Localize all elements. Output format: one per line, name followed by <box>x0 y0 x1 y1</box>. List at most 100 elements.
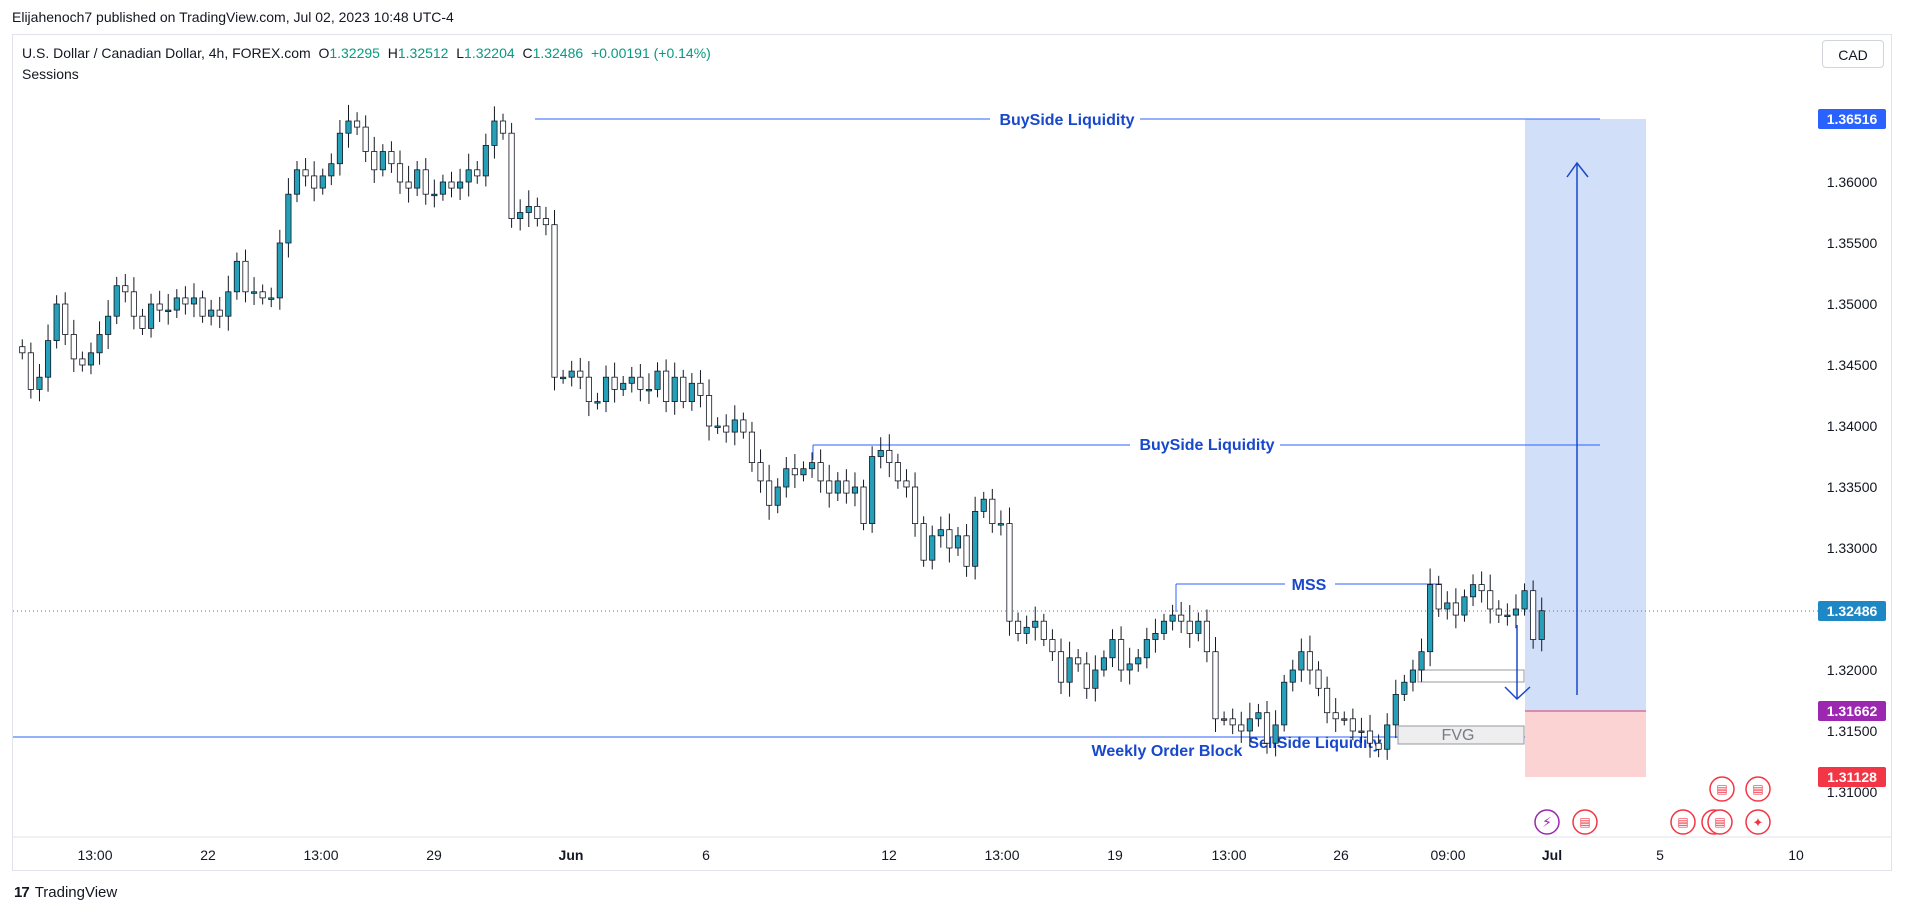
tradingview-logo-icon[interactable]: 17 <box>14 884 30 901</box>
candle <box>748 431 756 464</box>
candle <box>1178 614 1185 622</box>
us-flag-glyph: ▤ <box>1677 815 1688 829</box>
candle <box>87 352 95 366</box>
candle <box>199 297 206 317</box>
candle <box>1512 608 1520 616</box>
candle <box>165 309 172 313</box>
candle <box>1263 712 1271 744</box>
candle <box>345 120 352 134</box>
us-flag-event-icon[interactable] <box>1709 776 1735 802</box>
candle <box>1160 620 1168 634</box>
candle-series <box>19 104 1545 760</box>
buyside-top-label: BuySide Liquidity <box>999 112 1134 129</box>
candle <box>44 340 52 378</box>
currency-button[interactable]: CAD <box>1822 40 1884 68</box>
candle <box>774 486 781 506</box>
candle <box>963 535 970 567</box>
candle <box>1452 602 1459 616</box>
candle <box>1212 651 1219 720</box>
candle <box>448 181 455 189</box>
candle <box>285 193 292 244</box>
price-axis-label: 1.31000 <box>1827 784 1878 800</box>
candle <box>396 163 404 183</box>
candle <box>1521 590 1528 610</box>
price-axis[interactable]: 1.36000 1.35500 1.35000 1.34500 1.34000 1.335… <box>1827 174 1878 800</box>
candle <box>139 315 146 329</box>
candle <box>1349 718 1356 732</box>
candle <box>1246 718 1253 732</box>
time-axis[interactable]: 13:00 22 13:00 29 Jun 6 12 13:00 19 13:00 26 09:00 J… <box>77 847 1804 863</box>
fvg-label: FVG <box>1442 727 1475 744</box>
candle <box>354 120 361 128</box>
candle <box>1015 620 1022 634</box>
candle <box>611 376 618 390</box>
low-value: 1.32204 <box>464 45 515 61</box>
entry-price-tag <box>1818 701 1886 721</box>
candle <box>405 181 412 189</box>
stop-price-tag <box>1818 767 1886 787</box>
candle <box>860 486 867 524</box>
candle <box>1289 669 1296 683</box>
candle <box>1341 718 1348 721</box>
mss-label-bg <box>1285 573 1335 595</box>
candle <box>1066 657 1073 683</box>
symbol-legend: U.S. Dollar / Canadian Dollar, 4h, FOREX… <box>22 45 711 61</box>
candle <box>130 291 137 317</box>
footer-brand[interactable]: TradingView <box>34 884 118 901</box>
candle <box>1049 639 1056 653</box>
chart-frame[interactable] <box>12 34 1892 871</box>
candle <box>1221 718 1228 721</box>
candle <box>843 480 850 494</box>
lightning-event-icon[interactable] <box>1534 809 1560 835</box>
candle <box>482 144 489 177</box>
candle <box>208 309 215 317</box>
candle <box>1272 724 1279 744</box>
us-flag-event-icon[interactable] <box>1745 776 1771 802</box>
candle <box>431 193 438 197</box>
us-flag-event-icon[interactable] <box>1707 809 1733 835</box>
ca-flag-glyph: ✦ <box>1753 816 1764 831</box>
candle <box>293 169 301 195</box>
candle <box>834 480 841 494</box>
candle <box>147 303 155 329</box>
candle <box>937 529 944 537</box>
mss-label: MSS <box>1292 577 1327 594</box>
us-flag-event-icon[interactable] <box>1670 809 1696 835</box>
close-label: C <box>522 45 533 61</box>
candle <box>654 370 661 390</box>
candle <box>1032 620 1039 628</box>
candle <box>1435 584 1442 610</box>
candle <box>465 169 472 183</box>
candle <box>997 523 1004 526</box>
candle <box>1332 712 1339 720</box>
price-axis-label: 1.33500 <box>1827 479 1878 495</box>
candle <box>826 480 833 494</box>
candle <box>851 486 859 494</box>
publisher-line: Elijahenoch7 published on TradingView.co… <box>12 9 454 25</box>
price-axis-label: 1.34500 <box>1827 357 1878 373</box>
time-axis-label: 26 <box>1333 847 1349 863</box>
buyside-mid-label: BuySide Liquidity <box>1139 437 1274 454</box>
candle <box>474 169 481 177</box>
candle <box>989 498 996 525</box>
open-value: 1.32295 <box>329 45 380 61</box>
time-axis-label: Jul <box>1542 847 1562 863</box>
time-axis-label: 19 <box>1107 847 1123 863</box>
candle <box>19 346 26 354</box>
low-label: L <box>456 45 465 61</box>
us-flag-event-icon[interactable] <box>1572 809 1598 835</box>
time-axis-label: 10 <box>1788 847 1804 863</box>
candle <box>1530 590 1537 640</box>
lightning-glyph: ⚡ <box>1542 815 1552 831</box>
candle <box>1203 620 1210 653</box>
ca-flag-event-icon[interactable] <box>1745 809 1771 835</box>
price-axis-label: 1.32000 <box>1827 662 1878 678</box>
candle <box>1006 523 1013 622</box>
candle <box>1229 718 1236 726</box>
candle <box>96 334 103 354</box>
candle <box>877 449 884 457</box>
symbol-name[interactable]: U.S. Dollar / Canadian Dollar, 4h, FOREX… <box>22 45 311 61</box>
candle <box>62 303 69 335</box>
sessions-indicator-label[interactable]: Sessions <box>22 66 79 82</box>
